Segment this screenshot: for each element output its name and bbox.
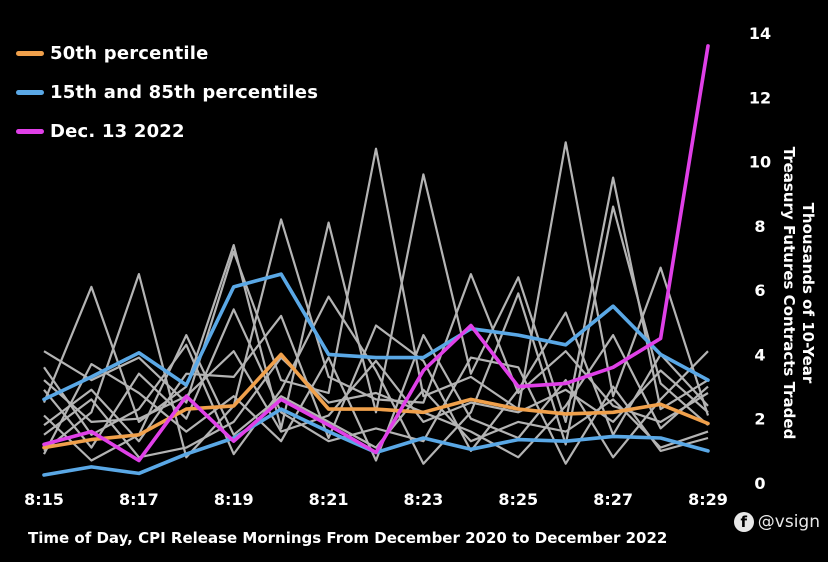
legend: 50th percentile 15th and 85th percentile… (16, 34, 318, 151)
series-line-dec-13-2022-3 (42, 44, 710, 463)
legend-label: 50th percentile (50, 43, 209, 64)
background-series-line-6 (43, 308, 709, 465)
legend-item-50th-percentile: 50th percentile (16, 34, 318, 73)
legend-label: Dec. 13 2022 (50, 121, 185, 142)
legend-swatch-magenta (16, 129, 44, 134)
x-tick-label: 8:27 (593, 490, 633, 509)
y-axis-title: Thousands of 10-Year Treasury Futures Co… (780, 146, 817, 440)
x-tick-label: 8:15 (24, 490, 64, 509)
background-series-line-5 (43, 334, 709, 462)
f-circle-icon: f (733, 512, 754, 532)
y-tick-label: 0 (754, 474, 765, 493)
legend-item-dec-13-2022: Dec. 13 2022 (16, 112, 318, 151)
y-tick-label: 4 (754, 345, 765, 364)
series-line-50th-percentile-0 (42, 352, 710, 450)
y-tick-label: 14 (749, 24, 771, 43)
legend-swatch-orange (16, 51, 44, 56)
background-series-line-0 (43, 141, 710, 416)
background-series-line-1 (42, 173, 709, 430)
watermark: f @vsign (733, 512, 820, 532)
background-series-line-9 (43, 334, 709, 462)
background-series-line-4 (43, 311, 709, 452)
legend-swatch-blue (16, 90, 44, 95)
legend-item-15th-85th-percentiles: 15th and 85th percentiles (16, 73, 318, 112)
x-axis-title: Time of Day, CPI Release Mornings From D… (28, 529, 668, 547)
x-tick-label: 8:29 (688, 490, 728, 509)
x-tick-label: 8:21 (309, 490, 349, 509)
x-tick-label: 8:19 (214, 490, 254, 509)
x-tick-label: 8:23 (404, 490, 444, 509)
y-tick-label: 12 (749, 88, 771, 107)
x-tick-label: 8:25 (498, 490, 538, 509)
series-line-15th-and-85th-percentiles-1 (42, 272, 710, 402)
x-tick-label: 8:17 (119, 490, 159, 509)
y-tick-label: 8 (754, 217, 765, 236)
y-tick-label: 2 (754, 410, 765, 429)
legend-label: 15th and 85th percentiles (50, 82, 319, 103)
y-tick-label: 10 (749, 153, 771, 172)
background-series-line-7 (43, 334, 709, 459)
watermark-text: @vsign (757, 512, 820, 532)
background-series-line-2 (43, 218, 709, 459)
y-tick-label: 6 (754, 281, 765, 300)
